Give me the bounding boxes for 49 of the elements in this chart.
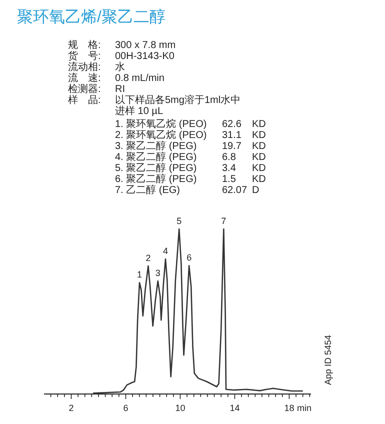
text: 3.4: [222, 163, 236, 174]
text: 6. 聚乙二醇 (PEG): [115, 173, 197, 185]
text: 5. 聚乙二醇 (PEG): [115, 162, 197, 174]
text: D: [252, 185, 260, 196]
x-tick-label: 18: [284, 403, 294, 413]
title: 聚环氧乙烯/聚乙二醇: [17, 9, 166, 26]
text: 00H-3143-K0: [115, 51, 175, 62]
text: 货 号:: [68, 50, 101, 62]
text: 7. 乙二醇 (EG): [115, 184, 180, 196]
text: App ID 5454: [323, 334, 333, 385]
x-tick-label: 2: [68, 403, 74, 413]
annotation: 7: [221, 216, 226, 226]
text: 1. 聚环氧乙烷 (PEO): [115, 118, 207, 130]
text: RI: [115, 84, 125, 95]
annotation: 5: [176, 216, 182, 226]
x-tick-label: 10: [175, 403, 186, 413]
text: 6.8: [222, 152, 236, 163]
text: KD: [252, 163, 266, 174]
text: 62.07: [222, 185, 248, 196]
text: 样 品:: [68, 94, 101, 106]
annotation: 2: [146, 252, 151, 263]
text: 2. 聚环氧乙烷 (PEO): [115, 129, 207, 141]
text: KD: [252, 174, 266, 185]
text: 流动相:: [68, 61, 101, 73]
annotation: 3: [155, 268, 160, 278]
text: 4. 聚乙二醇 (PEG): [115, 151, 197, 163]
annotation: 4: [163, 246, 168, 256]
text: KD: [252, 152, 266, 163]
text: KD: [252, 119, 266, 130]
text: 流 速:: [68, 72, 101, 84]
text: 以下样品各5mg溶于1ml水中: [115, 94, 241, 106]
annotation: 6: [186, 252, 192, 263]
x-tick-label: 14: [230, 403, 240, 413]
text: 1.5: [222, 174, 236, 185]
text: 300 x 7.8 mm: [115, 40, 176, 51]
text: 水: [115, 61, 125, 73]
text: 62.6: [222, 119, 242, 130]
text: 规 格:: [68, 39, 101, 51]
text: 进样 10 µL: [115, 105, 164, 117]
text: 检测器:: [68, 83, 101, 95]
text: KD: [252, 141, 266, 152]
text: 31.1: [222, 130, 242, 141]
text: 3. 聚乙二醇 (PEG): [115, 140, 197, 152]
text: 0.8 mL/min: [115, 73, 164, 84]
annotation: 1: [136, 270, 142, 280]
x-tick-label: 6: [123, 403, 128, 413]
text: 19.7: [222, 141, 242, 152]
text: KD: [252, 130, 266, 141]
x-axis-title: min: [297, 403, 312, 413]
